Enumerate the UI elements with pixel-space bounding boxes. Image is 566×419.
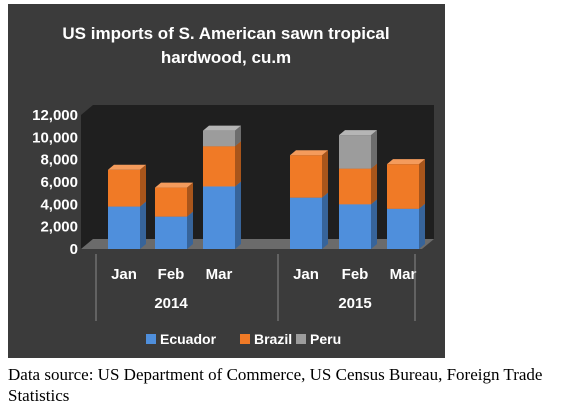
y-tick-label: 0 [70,241,78,258]
bar-peru-front [203,130,235,147]
bar-ecuador-side [187,211,193,249]
chart-title-line: US imports of S. American sawn tropical [62,24,389,43]
bar-brazil-front [387,164,419,209]
bar-brazil-side [235,141,241,187]
bar-ecuador-side [322,192,328,249]
chart-title-line: hardwood, cu.m [161,48,291,67]
bar-brazil-side [187,182,193,217]
y-tick-label: 4,000 [40,196,78,213]
bar-brazil-front [203,146,235,187]
x-category-label: Jan [111,266,137,283]
x-group-label: 2015 [338,295,371,312]
chart-svg: US imports of S. American sawn tropical h… [32,24,434,347]
bar-ecuador-front [387,208,419,249]
x-category-label: Feb [342,266,369,283]
bar-ecuador-side [419,203,425,249]
bar-brazil-side [419,159,425,209]
bar-ecuador-front [339,204,371,249]
bar-peru-front [339,135,371,169]
bar-brazil-top [108,164,146,170]
legend-swatch-peru [296,334,306,344]
bar-ecuador-side [140,201,146,249]
legend-label: Ecuador [160,331,217,347]
bar-brazil-side [371,163,377,205]
bar-brazil-side [322,150,328,198]
bar-peru-side [371,130,377,169]
bar-brazil-front [155,187,187,217]
bar-ecuador-side [371,199,377,249]
y-tick-label: 10,000 [32,129,78,146]
x-category-label: Feb [158,266,185,283]
legend-label: Peru [310,331,341,347]
bar-peru-top [203,125,241,131]
chart-panel: US imports of S. American sawn tropical h… [8,4,445,358]
bar-brazil-top [290,150,328,156]
legend-swatch-brazil [240,334,250,344]
x-category-label: Jan [293,266,319,283]
y-tick-label: 6,000 [40,174,78,191]
bar-brazil-front [108,169,140,207]
bar-brazil-top [155,182,193,188]
legend-swatch-ecuador [146,334,156,344]
bar-brazil-front [290,155,322,198]
x-category-label: Mar [390,266,417,283]
x-group-label: 2014 [154,295,188,312]
bar-brazil-front [339,168,371,205]
bar-peru-side [235,125,241,147]
bar-ecuador-front [290,197,322,249]
bar-ecuador-front [203,186,235,249]
bar-brazil-side [140,164,146,207]
y-tick-label: 12,000 [32,107,78,124]
y-tick-label: 2,000 [40,219,78,236]
bar-peru-top [339,130,377,136]
bar-ecuador-front [155,216,187,249]
legend-label: Brazil [254,331,292,347]
bar-ecuador-side [235,181,241,249]
bar-ecuador-front [108,206,140,249]
y-tick-label: 8,000 [40,152,78,169]
data-source-note: Data source: US Department of Commerce, … [8,365,543,405]
bar-brazil-top [387,159,425,165]
x-category-label: Mar [206,266,233,283]
